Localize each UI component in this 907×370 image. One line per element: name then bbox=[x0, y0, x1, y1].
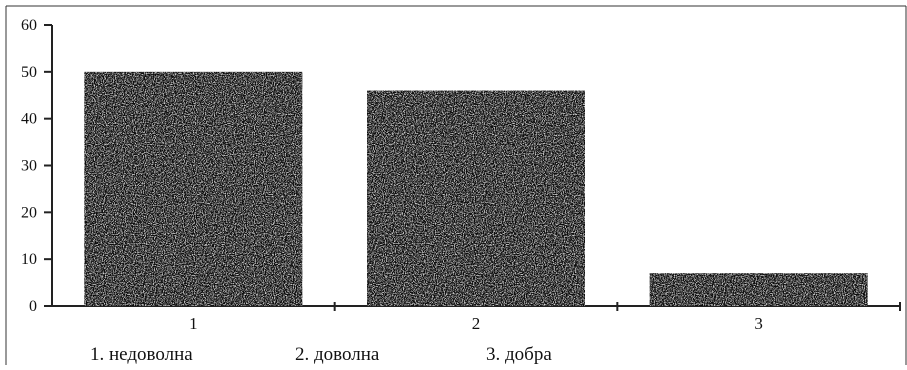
y-tick-label: 50 bbox=[21, 64, 37, 81]
bar-2 bbox=[367, 90, 585, 306]
bar-1 bbox=[84, 71, 303, 306]
y-tick-label: 30 bbox=[21, 158, 37, 175]
bar-3 bbox=[649, 273, 868, 306]
y-tick-label: 0 bbox=[29, 298, 37, 315]
legend: 1. недоволна 2. доволна 3. добра bbox=[90, 344, 552, 365]
legend-entry: 2. доволна bbox=[295, 344, 380, 365]
x-tick-label: 2 bbox=[472, 314, 481, 333]
x-tick-label: 1 bbox=[189, 314, 198, 333]
y-tick-label: 40 bbox=[21, 111, 37, 128]
x-tick-label: 3 bbox=[754, 314, 763, 333]
y-tick-label: 60 bbox=[21, 17, 37, 34]
y-tick-label: 10 bbox=[21, 251, 37, 268]
legend-entry: 3. добра bbox=[486, 344, 552, 365]
bars bbox=[84, 71, 868, 306]
category-labels: 1 2 3 bbox=[189, 314, 763, 333]
y-tick-label: 20 bbox=[21, 204, 37, 221]
legend-entry: 1. недоволна bbox=[90, 344, 193, 365]
y-axis-ticks: 0 10 20 30 40 50 60 bbox=[21, 17, 52, 315]
x-axis-ticks bbox=[333, 302, 901, 311]
